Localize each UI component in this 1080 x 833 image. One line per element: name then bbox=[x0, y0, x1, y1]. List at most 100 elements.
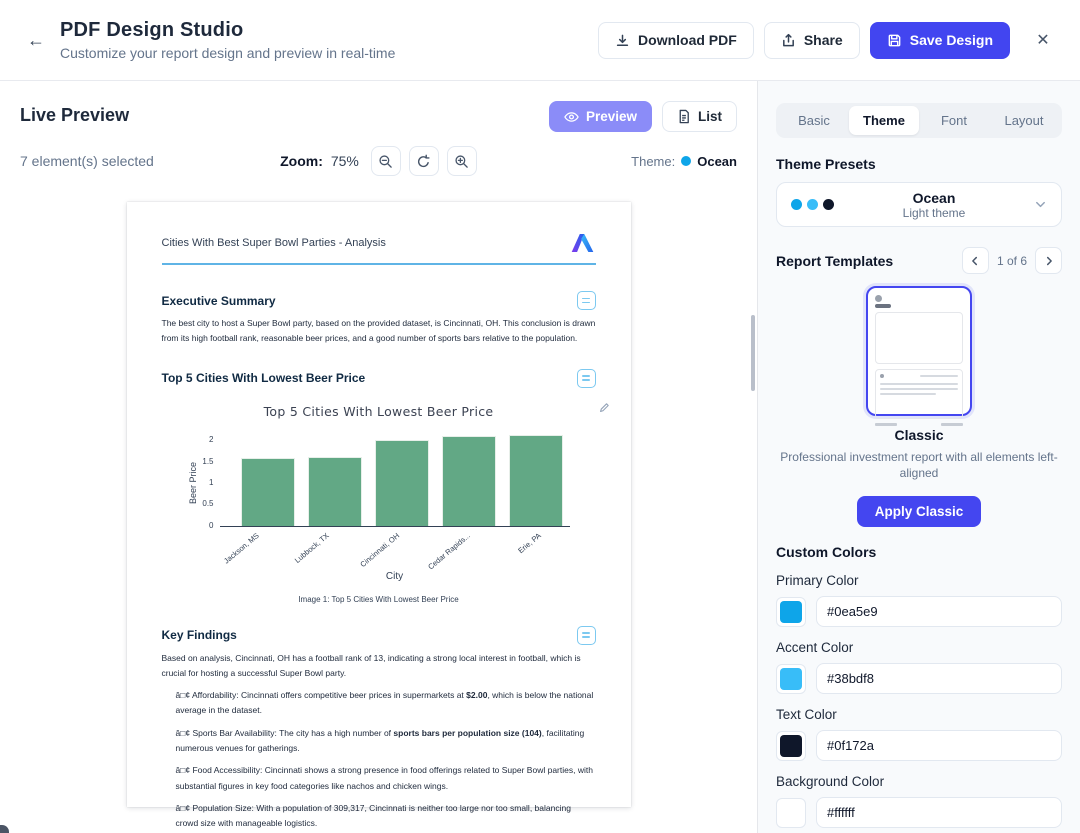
bar-Cincinnati, OH bbox=[375, 440, 430, 526]
tab-theme[interactable]: Theme bbox=[849, 106, 919, 135]
download-pdf-button[interactable]: Download PDF bbox=[598, 21, 754, 59]
share-button[interactable]: Share bbox=[763, 21, 860, 59]
chart-y-axis-label: Beer Price bbox=[188, 462, 199, 505]
bar-Lubbock, TX bbox=[307, 456, 362, 526]
preview-mode-label: Preview bbox=[585, 109, 637, 124]
x-tick: Erie, PA bbox=[515, 530, 543, 555]
tab-font[interactable]: Font bbox=[940, 113, 967, 128]
zoom-reset-button[interactable] bbox=[408, 146, 439, 176]
tab-layout[interactable]: Layout bbox=[1004, 113, 1044, 128]
section-heading-chart: Top 5 Cities With Lowest Beer Price bbox=[161, 371, 366, 386]
selection-status: 7 element(s) selected bbox=[20, 153, 154, 169]
template-pagination: 1 of 6 bbox=[961, 247, 1062, 274]
preset-text: Ocean Light theme bbox=[834, 190, 1034, 220]
pdf-page-preview: Cities With Best Super Bowl Parties - An… bbox=[126, 202, 631, 828]
template-page-indicator: 1 of 6 bbox=[996, 253, 1027, 268]
zoom-label: Zoom: bbox=[280, 153, 323, 169]
chevron-down-icon bbox=[1034, 198, 1047, 211]
header-actions: Download PDF Share Save Design ✕ bbox=[598, 21, 1058, 59]
y-tick: 0 bbox=[209, 520, 214, 530]
x-tick: Lubbock, TX bbox=[292, 530, 331, 565]
save-icon bbox=[887, 33, 902, 48]
primary-color-swatch[interactable] bbox=[776, 596, 806, 627]
primary-color-input[interactable] bbox=[816, 596, 1062, 628]
header-titles: PDF Design Studio Customize your report … bbox=[60, 19, 598, 61]
x-tick: Cincinnati, OH bbox=[358, 530, 402, 569]
template-thumbnail-classic[interactable] bbox=[866, 286, 972, 426]
background-color-swatch[interactable] bbox=[776, 797, 806, 828]
accent-color-swatch[interactable] bbox=[776, 663, 806, 694]
share-label: Share bbox=[803, 32, 843, 48]
main-area: Live Preview Preview List bbox=[0, 81, 1080, 833]
download-icon bbox=[615, 33, 630, 48]
y-tick: 0.5 bbox=[202, 499, 214, 509]
key-findings-intro: Based on analysis, Cincinnati, OH has a … bbox=[161, 652, 581, 678]
zoom-in-button[interactable] bbox=[446, 146, 477, 176]
bar-Erie, PA bbox=[509, 435, 564, 526]
key-finding-bullet: â□¢ Sports Bar Availability: The city ha… bbox=[175, 727, 585, 754]
section-handle-icon[interactable] bbox=[576, 625, 596, 645]
theme-indicator: Theme: Ocean bbox=[517, 154, 737, 169]
close-icon[interactable]: ✕ bbox=[1028, 25, 1058, 55]
apply-template-button[interactable]: Apply Classic bbox=[856, 496, 982, 528]
x-tick: Jackson, MS bbox=[221, 530, 261, 566]
background-color-field bbox=[776, 797, 1062, 829]
list-mode-label: List bbox=[697, 109, 722, 124]
preset-dot-text bbox=[823, 199, 834, 210]
report-logo-icon bbox=[569, 231, 596, 255]
page-title: PDF Design Studio bbox=[60, 19, 244, 41]
zoom-out-button[interactable] bbox=[370, 146, 401, 176]
section-handle-icon[interactable] bbox=[576, 291, 596, 310]
bar-Cedar Rapids... bbox=[442, 436, 497, 526]
previous-template-button[interactable] bbox=[961, 247, 989, 274]
theme-presets-heading: Theme Presets bbox=[776, 156, 876, 172]
section-handle-icon[interactable] bbox=[576, 368, 596, 388]
save-design-button[interactable]: Save Design bbox=[869, 21, 1010, 59]
section-heading-executive-summary: Executive Summary bbox=[161, 293, 276, 308]
share-icon bbox=[781, 33, 796, 48]
view-mode-toggle: Preview List bbox=[548, 101, 737, 132]
theme-label: Theme: bbox=[631, 153, 676, 169]
back-button[interactable]: ← bbox=[22, 26, 50, 54]
page-subtitle: Customize your report design and preview… bbox=[60, 45, 396, 61]
list-mode-button[interactable]: List bbox=[661, 101, 737, 132]
theme-name: Ocean bbox=[697, 153, 737, 169]
primary-color-field bbox=[776, 596, 1062, 628]
tab-basic[interactable]: Basic bbox=[798, 113, 830, 128]
theme-preset-select[interactable]: Ocean Light theme bbox=[776, 182, 1062, 227]
chart-title: Top 5 Cities With Lowest Beer Price bbox=[263, 403, 494, 419]
chart-plot-area: 0 0.5 1 1.5 2 Beer Price bbox=[189, 431, 570, 530]
text-color-swatch[interactable] bbox=[776, 730, 806, 761]
preview-mode-button[interactable]: Preview bbox=[548, 101, 652, 132]
text-color-input[interactable] bbox=[816, 730, 1062, 762]
background-color-label: Background Color bbox=[776, 774, 885, 790]
background-color-input[interactable] bbox=[816, 797, 1062, 829]
zoom-out-icon bbox=[378, 154, 393, 169]
preset-dot-primary bbox=[791, 199, 802, 210]
zoom-in-icon bbox=[454, 154, 469, 169]
chart-x-axis-label: City bbox=[385, 570, 404, 582]
theme-preset-swatches bbox=[791, 199, 834, 210]
document-header: Cities With Best Super Bowl Parties - An… bbox=[161, 202, 596, 265]
key-findings-bullets: â□¢ Affordability: Cincinnati offers com… bbox=[162, 688, 596, 831]
accent-color-field bbox=[776, 663, 1062, 695]
eye-icon bbox=[564, 111, 579, 123]
next-template-button[interactable] bbox=[1035, 247, 1062, 274]
chart-x-ticks: Jackson, MS Lubbock, TX Cincinnati, OH Ceda… bbox=[220, 527, 570, 577]
key-finding-bullet: â□¢ Affordability: Cincinnati offers com… bbox=[175, 690, 594, 716]
preset-name: Ocean bbox=[912, 189, 956, 206]
accent-color-input[interactable] bbox=[816, 663, 1062, 695]
edit-chart-icon[interactable] bbox=[599, 402, 610, 413]
preview-scrollbar[interactable] bbox=[751, 315, 755, 391]
text-color-field bbox=[776, 730, 1062, 762]
y-tick: 1 bbox=[209, 477, 214, 487]
executive-summary-text: The best city to host a Super Bowl party… bbox=[161, 318, 596, 344]
section-heading-key-findings: Key Findings bbox=[161, 628, 237, 643]
app-header: ← PDF Design Studio Customize your repor… bbox=[0, 0, 1080, 81]
design-settings-sidebar: Basic Theme Font Layout Theme Presets Oc… bbox=[758, 81, 1080, 833]
live-preview-panel: Live Preview Preview List bbox=[0, 81, 758, 833]
bar-Jackson, MS bbox=[240, 458, 295, 526]
text-color-label: Text Color bbox=[776, 707, 837, 723]
key-finding-bullet: â□¢ Food Accessibility: Cincinnati shows… bbox=[175, 765, 593, 791]
report-templates-heading: Report Templates bbox=[776, 252, 894, 269]
